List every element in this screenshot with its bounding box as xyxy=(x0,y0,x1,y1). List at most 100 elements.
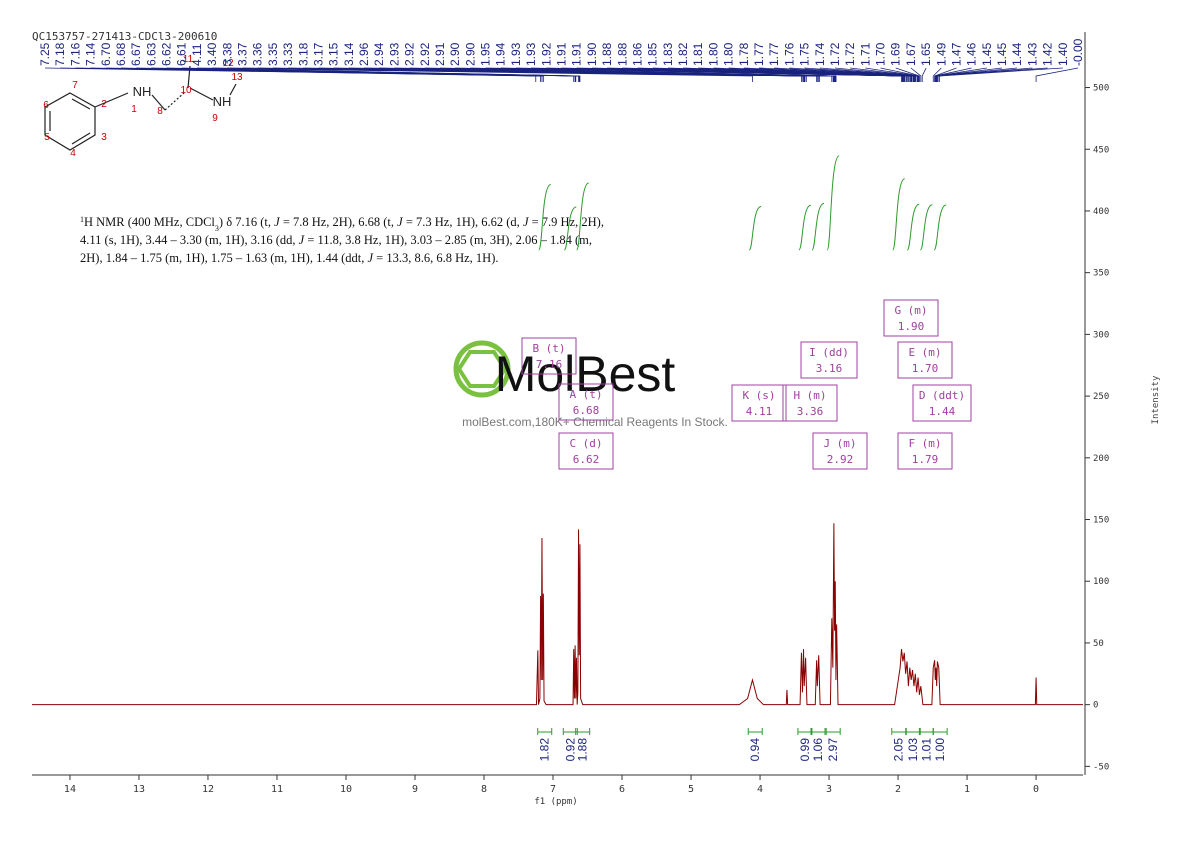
y-tick-label: 0 xyxy=(1093,701,1098,711)
atom-label: 2 xyxy=(101,99,107,110)
peak-label: 1.40 xyxy=(1056,42,1070,66)
integral-label: 1.03 xyxy=(906,738,920,762)
x-tick-label: 10 xyxy=(340,784,352,795)
peak-connector xyxy=(937,67,1048,82)
peak-label: 1.70 xyxy=(874,42,888,66)
peak-label: 2.90 xyxy=(448,42,462,66)
peak-label: 1.85 xyxy=(646,42,660,66)
multiplet-box xyxy=(800,341,858,379)
peak-label: 1.95 xyxy=(479,42,493,66)
peak-label: 1.88 xyxy=(600,42,614,66)
multiplet-name: H (m) xyxy=(793,389,826,402)
description-part: J xyxy=(397,215,404,229)
multiplet-box xyxy=(812,432,868,470)
multiplet-name: I (dd) xyxy=(809,346,849,359)
logo-hexagon xyxy=(456,350,508,388)
multiplet-shift: 4.11 xyxy=(746,405,773,418)
peak-label: 1.49 xyxy=(934,42,948,66)
peak-label: 1.42 xyxy=(1041,42,1055,66)
peak-connector xyxy=(910,67,922,82)
integral-curve xyxy=(798,204,812,251)
peak-label: 6.70 xyxy=(99,42,113,66)
bond xyxy=(164,91,186,111)
peak-label: 2.92 xyxy=(403,42,417,66)
integral-label: 2.97 xyxy=(826,738,840,762)
description-part: J xyxy=(523,215,530,229)
peak-label: 1.93 xyxy=(524,42,538,66)
multiplet-box xyxy=(912,384,972,422)
multiplet-shift: 2.92 xyxy=(827,453,854,466)
peak-label: 1.44 xyxy=(1010,42,1024,66)
peak-label: 1.45 xyxy=(980,42,994,66)
peak-label: 1.67 xyxy=(904,42,918,66)
integral-label: 0.92 xyxy=(563,738,577,762)
integral-curve xyxy=(563,206,577,251)
y-tick-label: 500 xyxy=(1093,84,1109,94)
description-line: 2H), 1.84 – 1.75 (m, 1H), 1.75 – 1.63 (m… xyxy=(80,251,499,265)
integral-bracket xyxy=(810,728,826,735)
bond xyxy=(151,94,166,111)
peak-connector xyxy=(934,67,957,82)
multiplet-name: K (s) xyxy=(742,389,775,402)
integral-curve xyxy=(919,204,933,251)
peak-label: 1.71 xyxy=(858,42,872,66)
peak-label: 7.14 xyxy=(84,42,98,66)
integral-curve xyxy=(748,206,762,251)
spectrum-line xyxy=(32,523,1083,706)
y-tick-label: 200 xyxy=(1093,454,1109,464)
integral-label: 1.82 xyxy=(538,738,552,762)
x-tick-label: 3 xyxy=(826,784,832,795)
peak-label: 2.96 xyxy=(357,42,371,66)
peak-label: 1.94 xyxy=(494,42,508,66)
multiplet-name: F (m) xyxy=(908,437,941,450)
atom-label: NH xyxy=(213,94,232,109)
peak-label: 1.72 xyxy=(828,42,842,66)
peak-label: 1.65 xyxy=(919,42,933,66)
atom-label: 12 xyxy=(222,58,234,69)
multiplet-shift: 1.70 xyxy=(912,362,939,375)
x-tick-label: 14 xyxy=(64,784,76,795)
multiplet-box xyxy=(731,384,787,422)
x-tick-label: 0 xyxy=(1033,784,1039,795)
atom-label: 3 xyxy=(101,132,107,143)
description-part: ) δ 7.16 (t, xyxy=(219,215,274,229)
multiplet-box xyxy=(897,432,953,470)
double-bond xyxy=(71,132,91,145)
integral-bracket xyxy=(825,728,841,735)
peak-connector xyxy=(470,67,837,82)
multiplet-name: G (m) xyxy=(894,304,927,317)
peak-label: 6.68 xyxy=(114,42,128,66)
atom-label: 10 xyxy=(180,85,192,96)
y-tick-label: 250 xyxy=(1093,392,1109,402)
x-tick-label: 9 xyxy=(412,784,418,795)
peak-label: 2.90 xyxy=(463,42,477,66)
peak-label: 2.91 xyxy=(433,42,447,66)
peak-label: 1.90 xyxy=(585,42,599,66)
integral-label: 2.05 xyxy=(892,738,906,762)
peak-label: 3.17 xyxy=(311,42,325,66)
x-tick-label: 4 xyxy=(757,784,763,795)
peak-label: 1.72 xyxy=(843,42,857,66)
description-line: 1H NMR (400 MHz, CDCl3) δ 7.16 (t, J = 7… xyxy=(80,215,604,233)
integral-bracket xyxy=(932,728,948,735)
peak-label: 2.94 xyxy=(372,42,386,66)
atom-label: 7 xyxy=(72,80,78,91)
peak-label: 1.86 xyxy=(630,42,644,66)
multiplet-shift: 1.44 xyxy=(929,405,956,418)
y-axis-label: Intensity xyxy=(1151,375,1161,424)
multiplet-shift: 6.62 xyxy=(573,453,600,466)
peak-label: 7.25 xyxy=(38,42,52,66)
integral-bracket xyxy=(747,728,763,735)
multiplet-shift: 7.16 xyxy=(536,358,563,371)
logo-tagline: molBest.com,180K+ Chemical Reagents In S… xyxy=(462,415,728,429)
description-part: 4.11 (s, 1H), 3.44 – 3.30 (m, 1H), 3.16 … xyxy=(80,233,299,247)
peak-label: 1.78 xyxy=(737,42,751,66)
description-part: H NMR (400 MHz, CDCl xyxy=(84,215,215,229)
integral-curve xyxy=(538,184,552,251)
logo: MolBest molBest.com,180K+ Chemical Reage… xyxy=(453,340,728,429)
peak-label: 1.77 xyxy=(767,42,781,66)
integral-label: 1.06 xyxy=(811,738,825,762)
atom-label: 5 xyxy=(44,132,50,143)
peak-label: 1.91 xyxy=(570,42,584,66)
multiplet-name: E (m) xyxy=(908,346,941,359)
